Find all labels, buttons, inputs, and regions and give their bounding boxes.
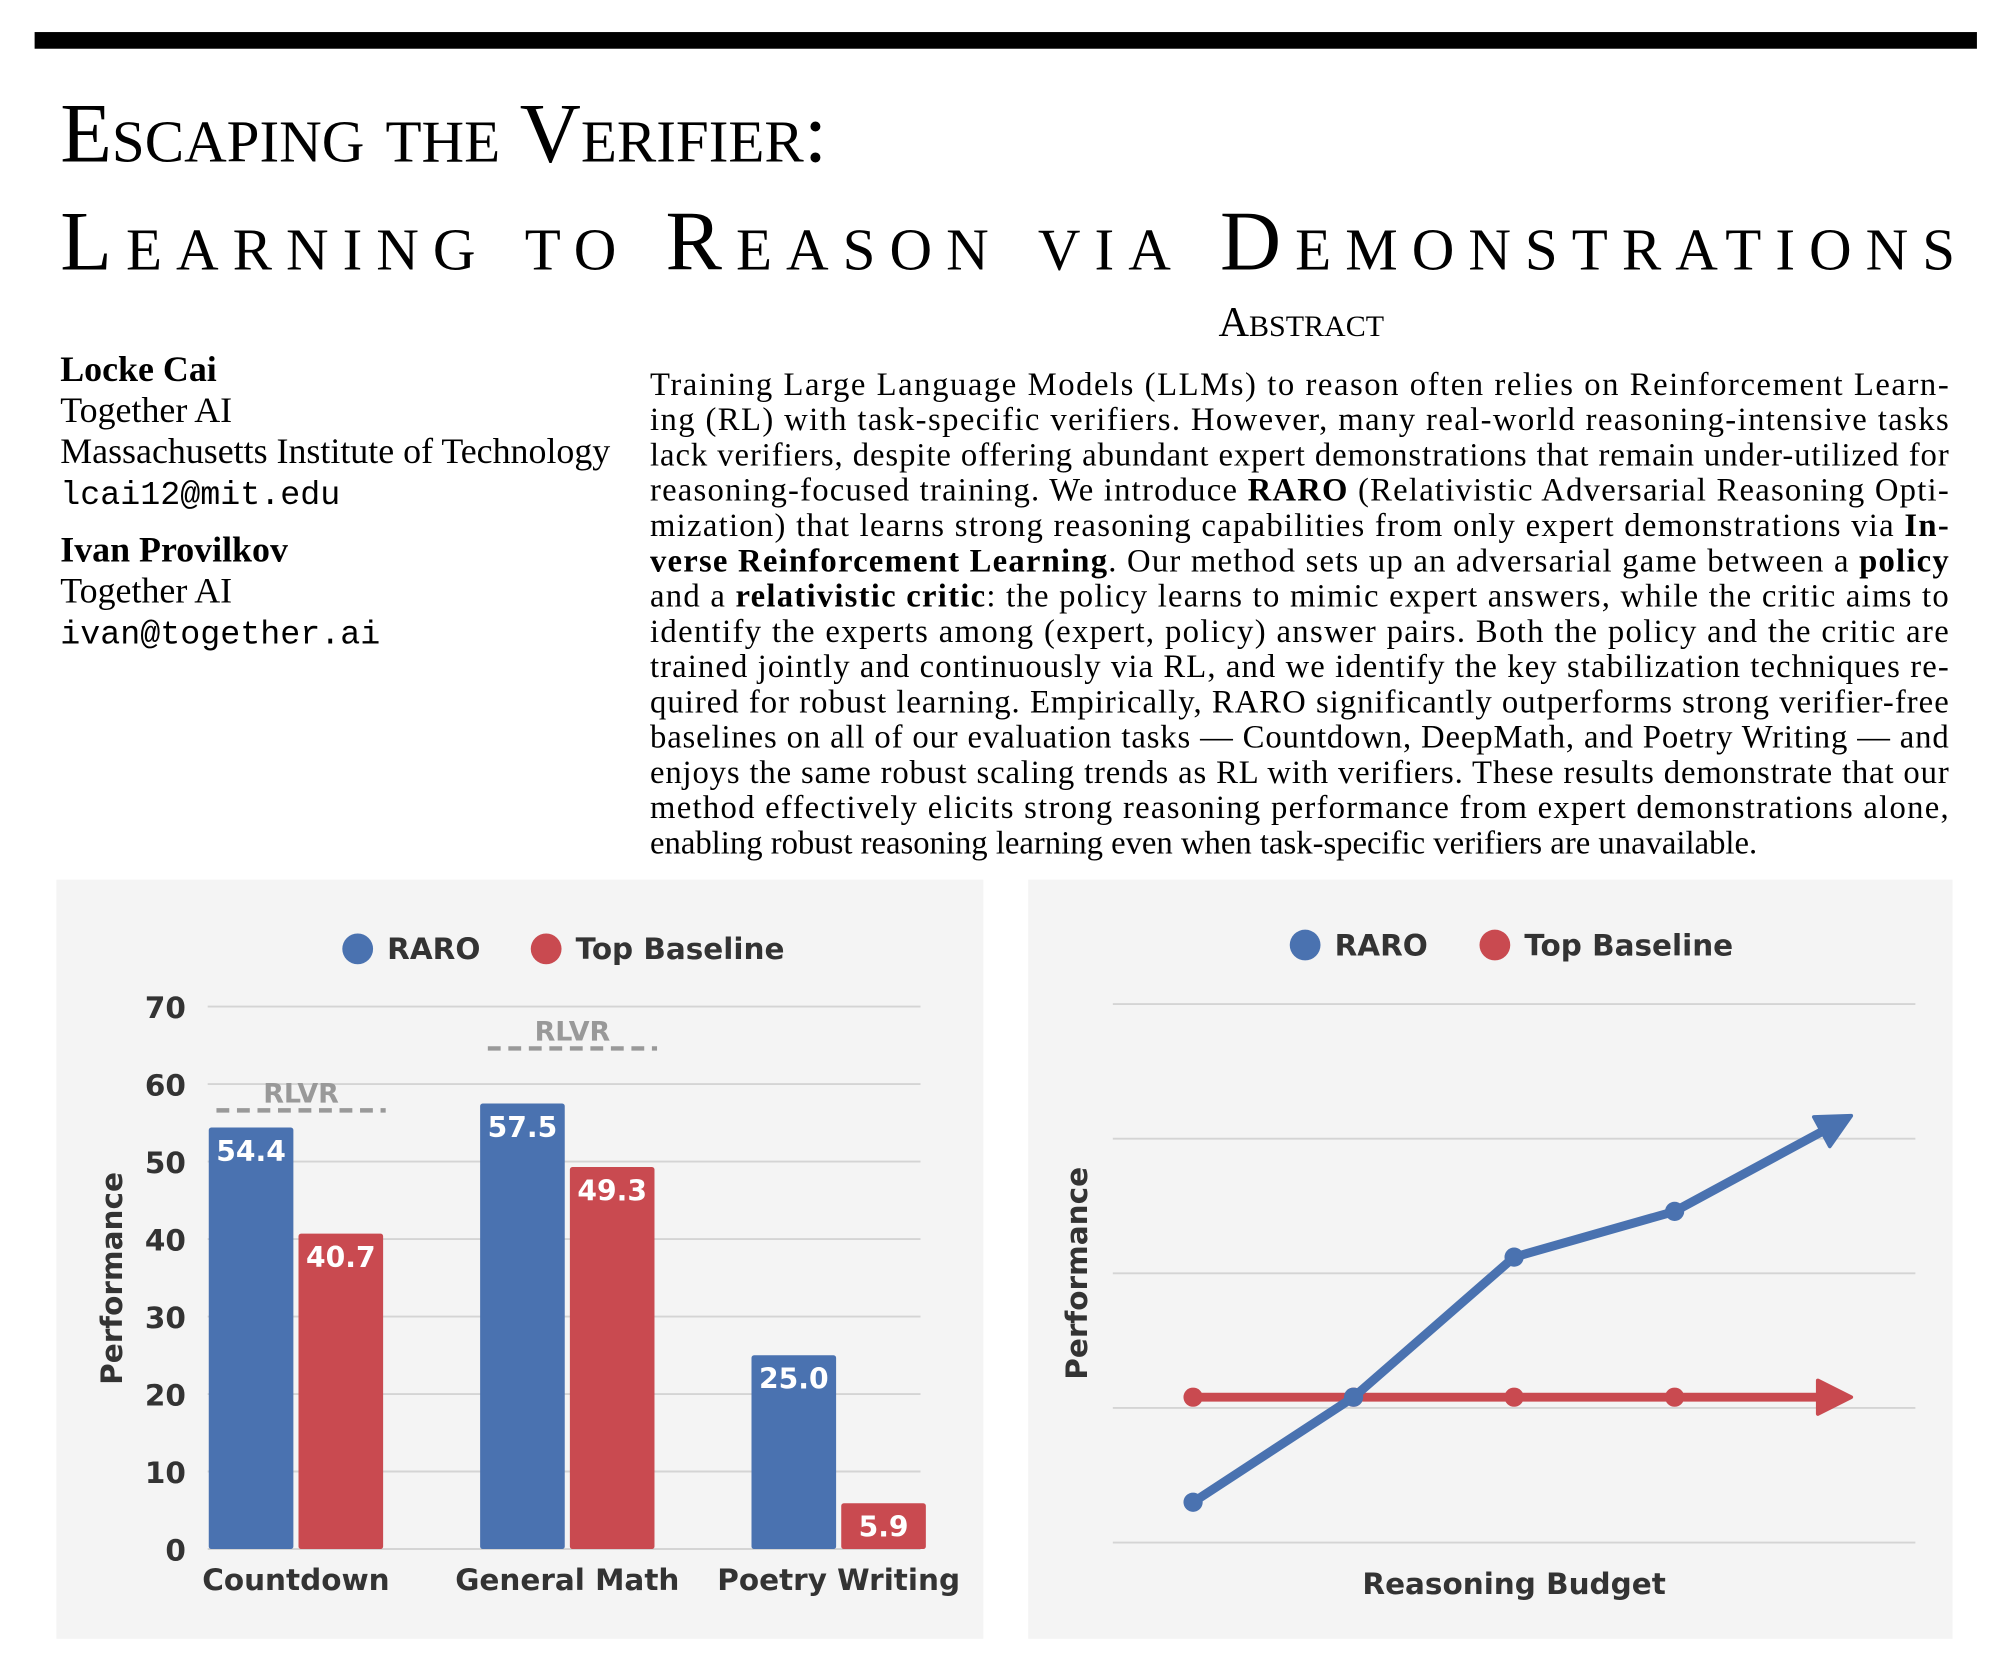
- value-label: 54.4: [216, 1135, 286, 1168]
- x-tick-label: Poetry Writing: [717, 1563, 960, 1597]
- reference-label: RLVR: [535, 1017, 611, 1048]
- data-point: [1504, 1387, 1524, 1407]
- abstract-text: ing (RL) with task-specific verifiers. H…: [650, 402, 1949, 438]
- data-point: [1664, 1201, 1685, 1221]
- y-tick-label: 70: [145, 991, 186, 1025]
- abstract-line: Training Large Language Models (LLMs) to…: [650, 367, 1949, 403]
- bar: [480, 1103, 565, 1550]
- abstract-line: method effectively elicits strong reason…: [650, 790, 1949, 826]
- data-point: [1343, 1387, 1364, 1407]
- value-label: 57.5: [488, 1111, 558, 1144]
- abstract-text: trained jointly and continuously via RL,…: [650, 649, 1949, 685]
- abstract-line: lack verifiers, despite offering abundan…: [650, 437, 1949, 473]
- abstract-text: : the policy learns to mimic expert answ…: [986, 579, 1948, 615]
- legend-label: RARO: [1335, 928, 1428, 962]
- legend-marker: [1289, 929, 1321, 961]
- title-line: Learning to Reason via Demonstrations: [60, 195, 1955, 288]
- abstract-bold-text: policy: [1859, 543, 1949, 579]
- author-affiliation: Together AI: [60, 390, 232, 430]
- abstract-text: and a: [650, 579, 734, 615]
- author-name: Ivan Provilkov: [60, 530, 288, 570]
- reference-label: RLVR: [263, 1079, 339, 1110]
- author-name: Locke Cai: [60, 349, 217, 389]
- data-point: [1183, 1387, 1203, 1407]
- bar: [298, 1233, 384, 1550]
- y-axis-label: Performance: [95, 1172, 129, 1385]
- x-tick-label: Countdown: [202, 1563, 389, 1597]
- top-rule: [34, 32, 1977, 49]
- data-point: [1664, 1387, 1685, 1407]
- y-tick-label: 20: [145, 1379, 186, 1413]
- arrow-head: [1815, 1378, 1854, 1416]
- abstract-line: identify the experts among (expert, poli…: [650, 614, 1949, 650]
- abstract-text: . Our method sets up an adversarial game…: [1108, 543, 1858, 579]
- abstract-line: mization) that learns strong reasoning c…: [650, 508, 1949, 544]
- author-email: ivan@together.ai: [60, 617, 380, 655]
- abstract-line: ing (RL) with task-specific verifiers. H…: [650, 402, 1949, 438]
- data-point: [1183, 1492, 1203, 1512]
- y-axis-label: Performance: [1060, 1167, 1094, 1380]
- abstract-heading: Abstract: [1219, 299, 1385, 346]
- abstract-bold-text: verse Reinforcement Learning: [650, 543, 1108, 579]
- y-tick-label: 30: [145, 1301, 186, 1335]
- abstract-text: Training Large Language Models (LLMs) to…: [650, 367, 1949, 403]
- abstract-line: reasoning-focused training. We introduce…: [650, 473, 1949, 509]
- abstract-line: enjoys the same robust scaling trends as…: [650, 755, 1949, 791]
- data-point: [1504, 1247, 1524, 1267]
- abstract-text: mization) that learns strong reasoning c…: [650, 508, 1903, 544]
- bar: [569, 1166, 655, 1550]
- abstract-text: method effectively elicits strong reason…: [650, 790, 1949, 826]
- chart-panel: [1028, 879, 1953, 1639]
- abstract-bold-text: RARO: [1248, 473, 1348, 509]
- value-label: 5.9: [859, 1511, 909, 1544]
- author-affiliation: Together AI: [60, 571, 232, 611]
- x-tick-label: General Math: [455, 1563, 679, 1597]
- abstract-bold-text: relativistic critic: [735, 579, 985, 615]
- abstract-line: verse Reinforcement Learning. Our method…: [650, 543, 1949, 579]
- x-axis-label: Reasoning Budget: [1362, 1567, 1665, 1601]
- abstract-bold-text: In-: [1904, 508, 1948, 544]
- legend-marker: [342, 933, 374, 965]
- abstract-line: and a relativistic critic: the policy le…: [650, 579, 1949, 615]
- legend-marker: [1479, 929, 1511, 961]
- y-tick-label: 10: [145, 1456, 186, 1490]
- author-affiliation: Massachusetts Institute of Technology: [60, 431, 610, 471]
- value-label: 25.0: [759, 1363, 829, 1396]
- abstract-line: baselines on all of our evaluation tasks…: [650, 720, 1949, 756]
- y-tick-label: 40: [145, 1224, 186, 1258]
- bar: [841, 1503, 926, 1550]
- abstract-text: reasoning-focused training. We introduce: [650, 473, 1246, 509]
- abstract-text: enabling robust reasoning learning even …: [650, 825, 1757, 861]
- abstract-text: quired for robust learning. Empirically,…: [650, 684, 1949, 720]
- legend-marker: [530, 933, 562, 965]
- y-tick-label: 50: [145, 1146, 186, 1180]
- abstract-text: enjoys the same robust scaling trends as…: [650, 755, 1949, 791]
- arrow-head: [1812, 1113, 1854, 1149]
- abstract-text: identify the experts among (expert, poli…: [650, 614, 1949, 650]
- legend-label: RARO: [387, 932, 480, 966]
- abstract-text: lack verifiers, despite offering abundan…: [650, 437, 1949, 473]
- author-email: lcai12@mit.edu: [60, 477, 340, 515]
- legend-label: Top Baseline: [1524, 928, 1733, 962]
- bar: [751, 1355, 837, 1550]
- legend-label: Top Baseline: [576, 932, 785, 966]
- abstract-line: quired for robust learning. Empirically,…: [650, 684, 1949, 720]
- abstract-text: (Relativistic Adversarial Reasoning Opti…: [1349, 473, 1949, 509]
- bar: [208, 1127, 294, 1550]
- abstract-line: enabling robust reasoning learning even …: [650, 825, 1757, 861]
- value-label: 40.7: [306, 1241, 376, 1274]
- value-label: 49.3: [577, 1174, 647, 1207]
- abstract-text: baselines on all of our evaluation tasks…: [650, 720, 1949, 756]
- y-tick-label: 0: [165, 1534, 186, 1568]
- y-tick-label: 60: [145, 1069, 186, 1103]
- title-line: Escaping the Verifier:: [60, 88, 827, 181]
- abstract-line: trained jointly and continuously via RL,…: [650, 649, 1949, 685]
